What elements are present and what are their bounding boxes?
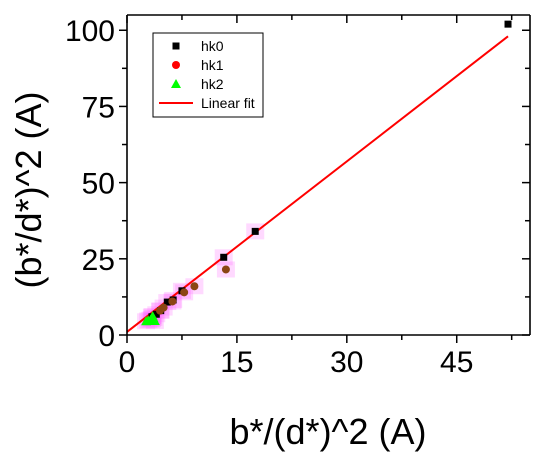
- hk0-point: [163, 298, 171, 306]
- x-tick-label: 45: [440, 346, 473, 379]
- legend-square-swatch: [172, 42, 180, 50]
- y-tick-label: 75: [82, 91, 115, 124]
- x-tick-label: 0: [119, 346, 136, 379]
- hk1-point: [221, 265, 230, 274]
- legend-label: hk1: [201, 57, 224, 73]
- hk2-point: [149, 315, 160, 325]
- hk1-point: [180, 288, 189, 297]
- hk0-point: [152, 310, 160, 318]
- x-tick-label: 30: [330, 346, 363, 379]
- legend-label: hk2: [201, 76, 224, 92]
- hk0-point: [504, 20, 512, 28]
- y-axis-title: (b*/d*)^2 (A): [8, 92, 49, 289]
- x-tick-label: 15: [220, 346, 253, 379]
- hk0-point: [220, 253, 228, 261]
- x-axis-title: b*/(d*)^2 (A): [230, 411, 427, 452]
- fit-layer: [126, 35, 509, 333]
- y-tick-label: 50: [82, 168, 115, 201]
- hk1-point: [159, 303, 168, 312]
- axes-layer: 0 15 30 45 0 25 50 75 100: [65, 14, 531, 379]
- legend-label: hk0: [201, 38, 224, 54]
- legend-triangle-swatch: [171, 79, 181, 88]
- linear-fit-line: [126, 35, 509, 333]
- y-tick-label: 0: [98, 320, 115, 353]
- legend-circle-swatch: [172, 61, 180, 69]
- hk1-point: [168, 297, 177, 306]
- legend-label: Linear fit: [201, 95, 255, 111]
- hk1-point: [190, 282, 199, 291]
- y-tick-label: 25: [82, 244, 115, 277]
- hk2-point: [147, 311, 158, 321]
- points-layer: [141, 20, 512, 326]
- legend: hk0 hk1 hk2 Linear fit: [152, 32, 264, 118]
- hk0-point: [251, 227, 259, 235]
- y-tick-label: 100: [65, 15, 115, 48]
